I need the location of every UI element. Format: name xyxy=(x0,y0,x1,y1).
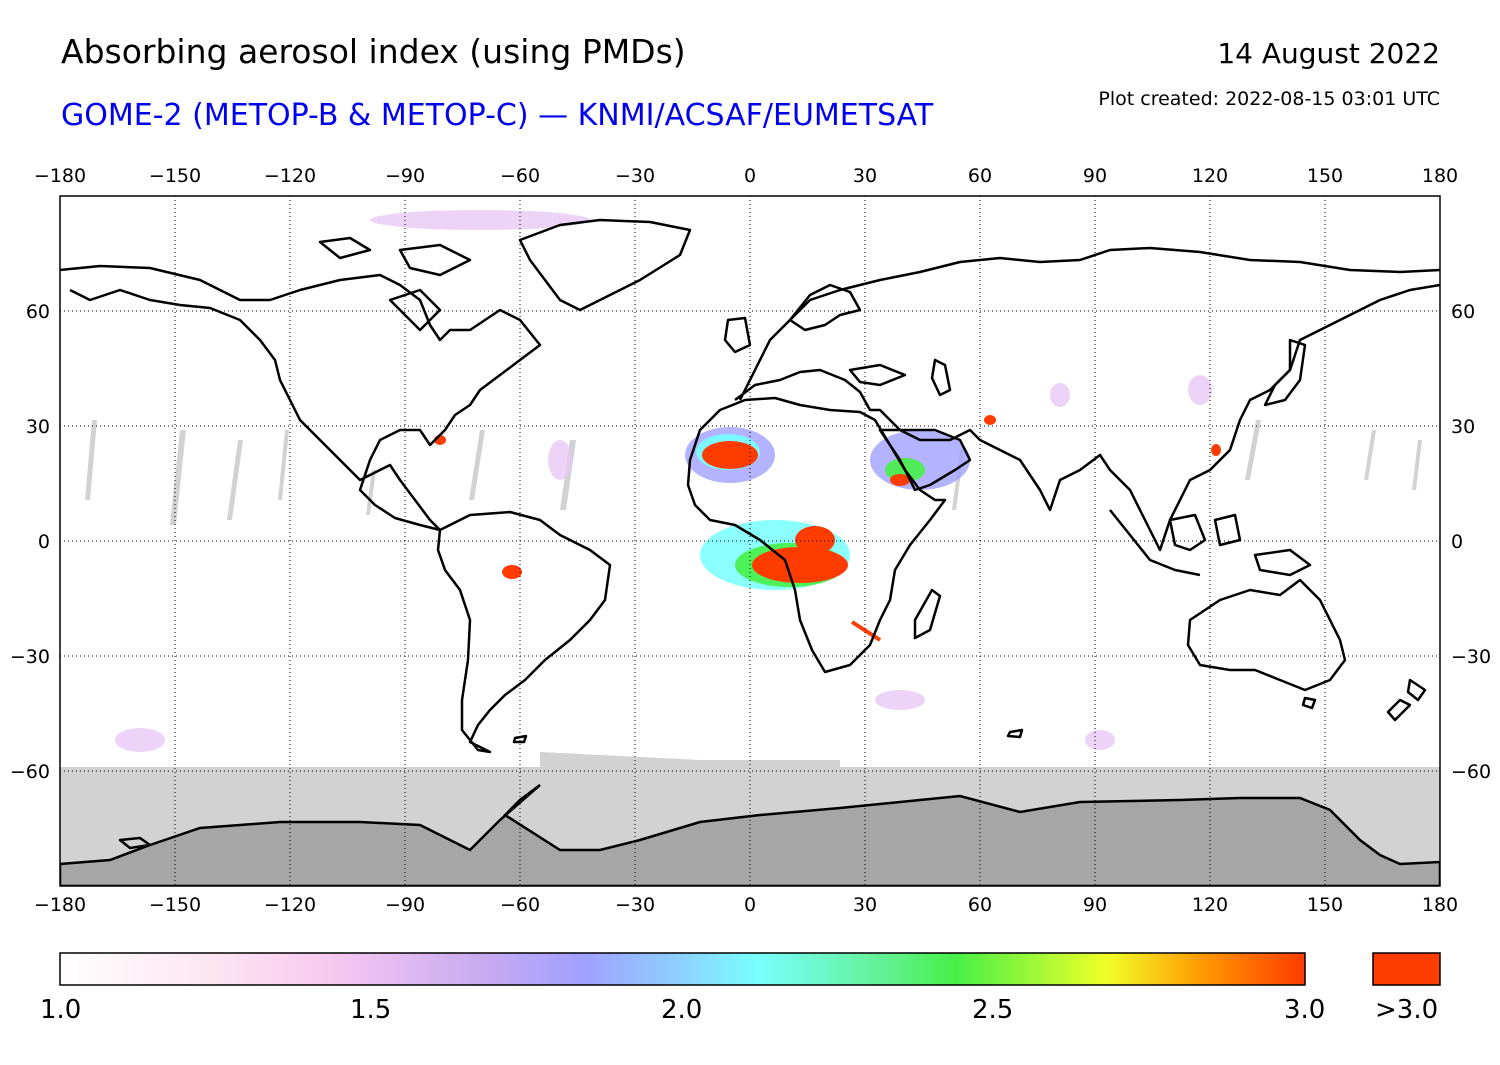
lat-tick-left: −30 xyxy=(10,646,50,668)
lat-tick-left: 30 xyxy=(26,416,50,438)
lon-tick-top: 60 xyxy=(968,165,992,187)
lon-tick-bottom: 0 xyxy=(744,894,756,916)
lat-ticks-left: 60 30 0 −30 −60 xyxy=(10,301,50,783)
colorbar-label: 1.0 xyxy=(40,995,82,1025)
map-title: Absorbing aerosol index (using PMDs) xyxy=(61,32,686,71)
lon-tick-bottom: −150 xyxy=(149,894,201,916)
lon-tick-bottom: −60 xyxy=(500,894,540,916)
lat-tick-left: 60 xyxy=(26,301,50,323)
lon-tick-top: 180 xyxy=(1422,165,1458,187)
colorbar-label: 2.5 xyxy=(972,995,1014,1025)
lon-tick-bottom: −180 xyxy=(34,894,86,916)
lat-tick-right: 30 xyxy=(1451,416,1475,438)
lon-tick-bottom: 150 xyxy=(1307,894,1343,916)
colorbar xyxy=(59,952,1306,986)
lat-tick-left: −60 xyxy=(10,761,50,783)
colorbar-overflow-swatch xyxy=(1372,952,1441,986)
lat-tick-right: −60 xyxy=(1451,761,1491,783)
lon-tick-top: −180 xyxy=(34,165,86,187)
lon-ticks-bottom: −180 −150 −120 −90 −60 −30 0 30 60 90 12… xyxy=(34,894,1458,916)
lat-ticks-right: 60 30 0 −30 −60 xyxy=(1451,301,1491,783)
lon-tick-top: −150 xyxy=(149,165,201,187)
lon-tick-top: 0 xyxy=(744,165,756,187)
colorbar-label: 3.0 xyxy=(1284,995,1326,1025)
lon-tick-bottom: −120 xyxy=(264,894,316,916)
lat-tick-left: 0 xyxy=(38,531,50,553)
map-subtitle: GOME-2 (METOP-B & METOP-C) — KNMI/ACSAF/… xyxy=(61,98,934,133)
lon-tick-bottom: −30 xyxy=(615,894,655,916)
lon-tick-bottom: 90 xyxy=(1083,894,1107,916)
colorbar-label: 1.5 xyxy=(350,995,392,1025)
graticule xyxy=(60,196,1440,886)
lat-tick-right: 60 xyxy=(1451,301,1475,323)
colorbar-label: 2.0 xyxy=(661,995,703,1025)
colorbar-overflow-label: >3.0 xyxy=(1375,995,1439,1025)
lon-tick-top: −60 xyxy=(500,165,540,187)
lon-tick-top: −120 xyxy=(264,165,316,187)
lon-tick-bottom: −90 xyxy=(385,894,425,916)
lon-tick-top: 150 xyxy=(1307,165,1343,187)
plot-created-timestamp: Plot created: 2022-08-15 03:01 UTC xyxy=(1098,88,1440,110)
lat-tick-right: −30 xyxy=(1451,646,1491,668)
map-frame xyxy=(59,195,1441,887)
lat-tick-right: 0 xyxy=(1451,531,1463,553)
lon-ticks-top: −180 −150 −120 −90 −60 −30 0 30 60 90 12… xyxy=(34,165,1458,187)
orbit-gap-stripes xyxy=(85,420,1422,767)
lon-tick-top: 90 xyxy=(1083,165,1107,187)
lon-tick-top: −90 xyxy=(385,165,425,187)
lon-tick-top: 30 xyxy=(853,165,877,187)
lon-tick-top: 120 xyxy=(1192,165,1228,187)
lon-tick-bottom: 60 xyxy=(968,894,992,916)
lon-tick-bottom: 30 xyxy=(853,894,877,916)
lon-tick-bottom: 120 xyxy=(1192,894,1228,916)
coastlines xyxy=(60,218,1440,850)
lon-tick-bottom: 180 xyxy=(1422,894,1458,916)
lon-tick-top: −30 xyxy=(615,165,655,187)
map-date: 14 August 2022 xyxy=(1217,37,1440,70)
